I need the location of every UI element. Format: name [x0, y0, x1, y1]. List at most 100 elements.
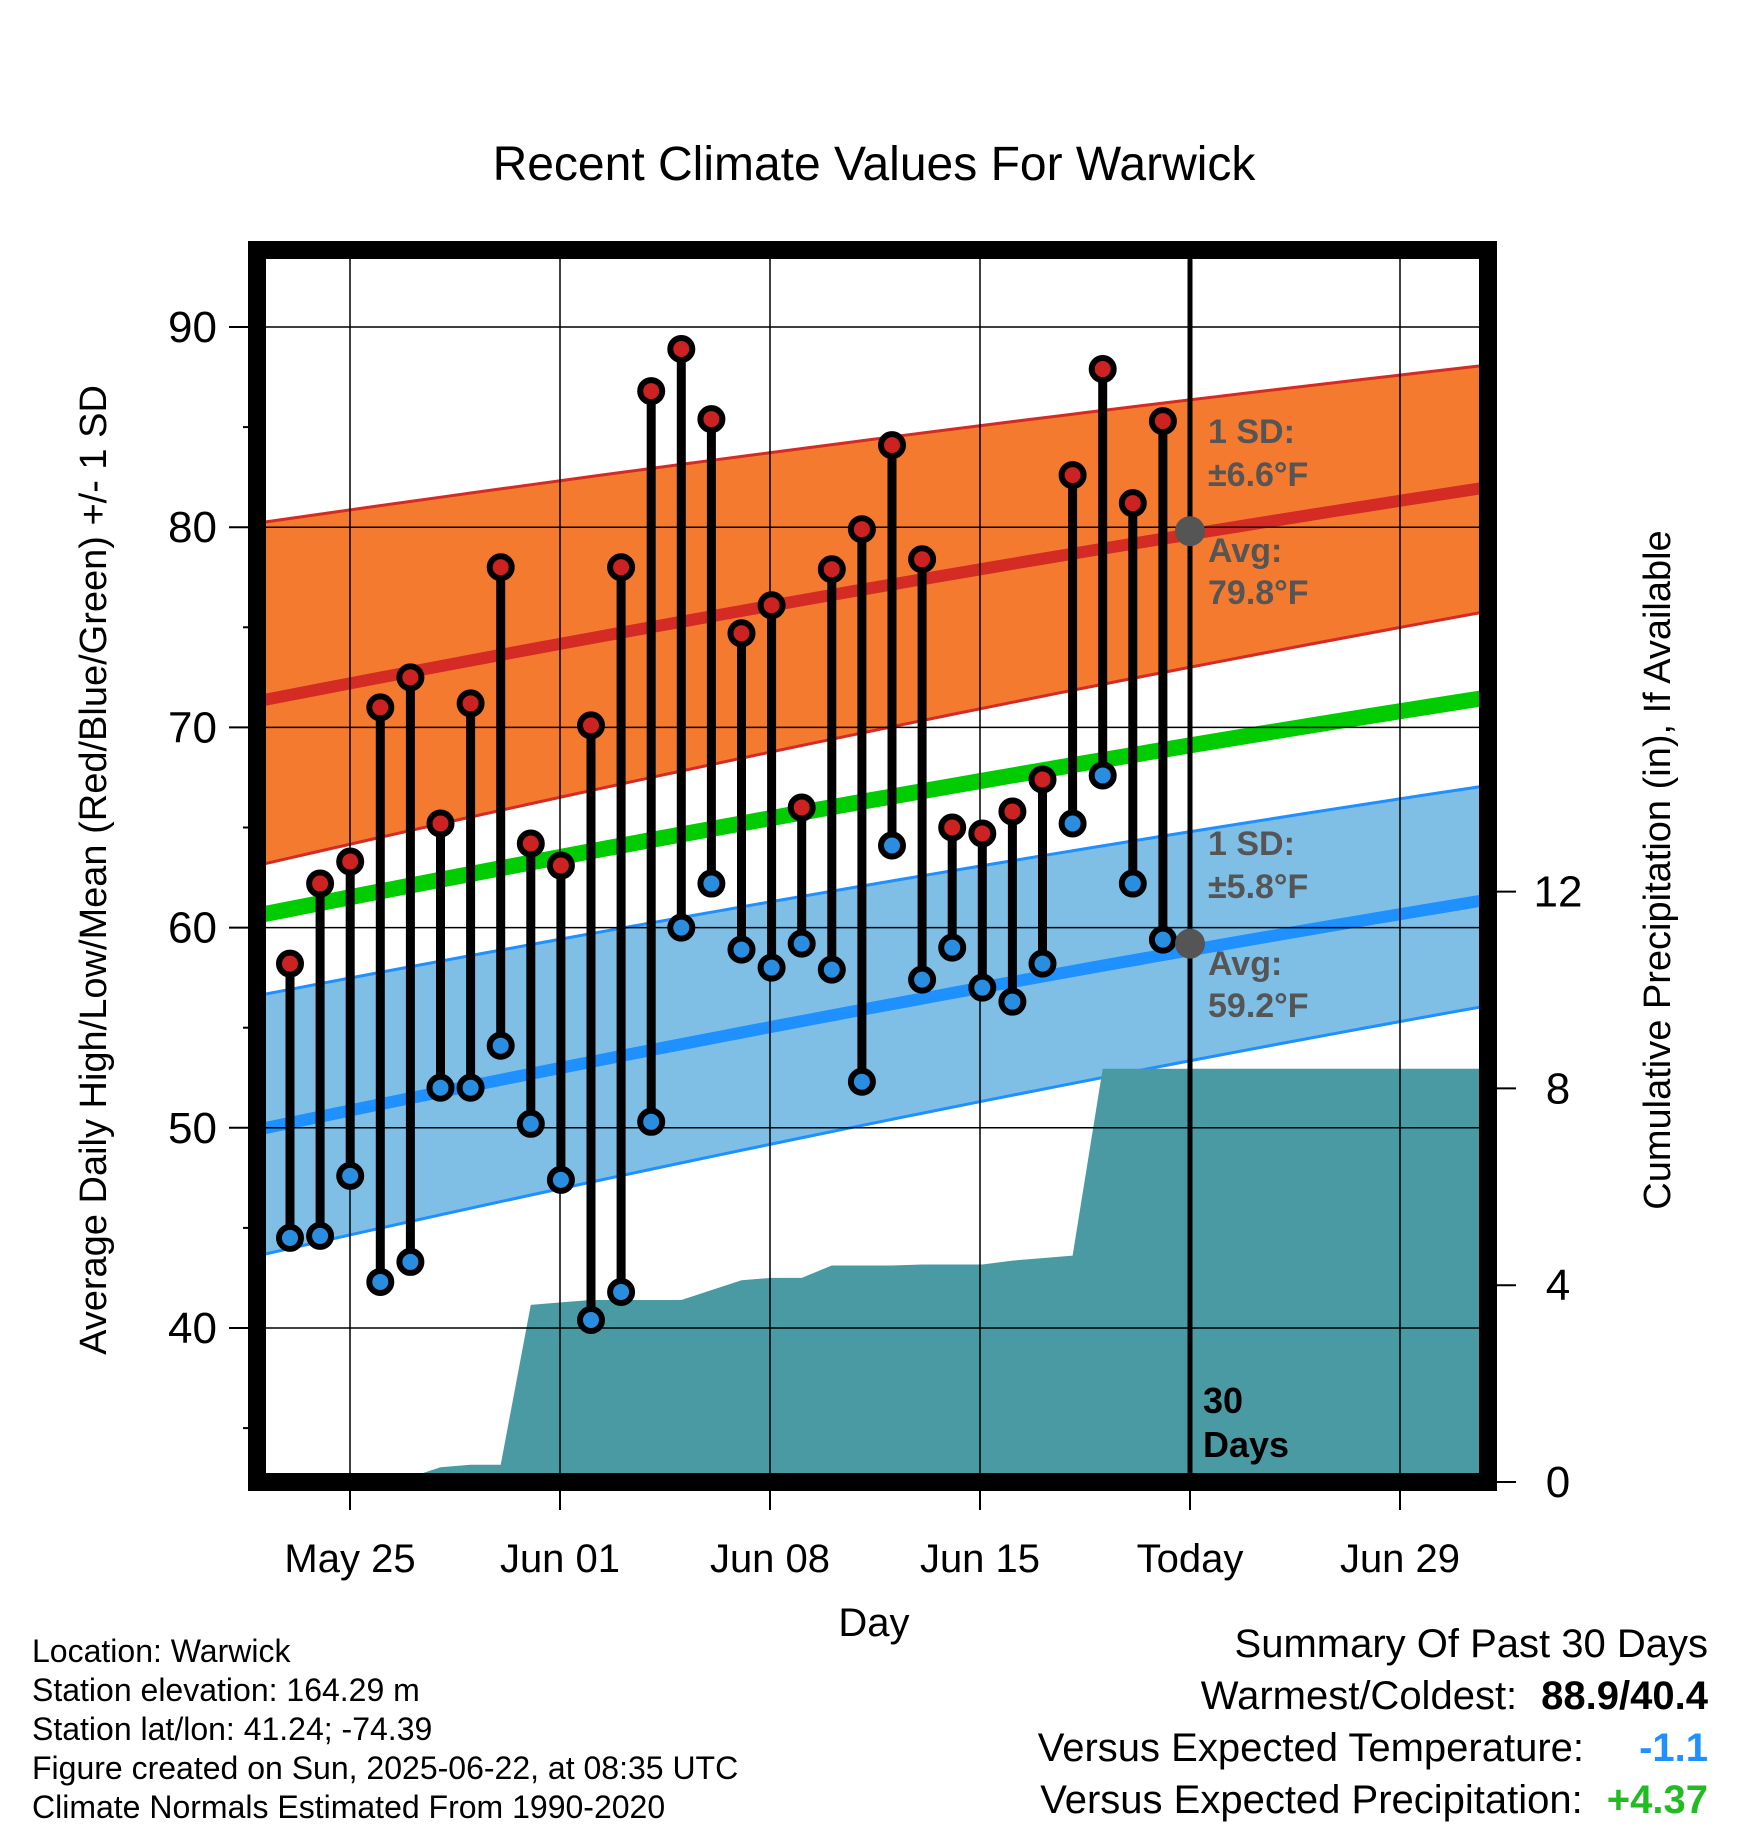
precip-label: Versus Expected Precipitation:	[1040, 1778, 1583, 1822]
summary-title: Summary Of Past 30 Days	[1235, 1622, 1708, 1667]
warmest-coldest-label: Warmest/Coldest:	[1200, 1674, 1518, 1718]
temp-label: Versus Expected Temperature:	[1037, 1726, 1584, 1770]
chart-title: Recent Climate Values For Warwick	[493, 138, 1257, 191]
high-point	[426, 809, 455, 838]
y2-axis-label: Cumulative Precipitation (in), If Availa…	[1637, 530, 1679, 1209]
high-point	[366, 693, 395, 722]
high-point	[817, 555, 846, 584]
days-label-text: Days	[1203, 1424, 1289, 1465]
y2-tick-label: 12	[1534, 868, 1583, 917]
low-point	[276, 1223, 304, 1252]
x-tick-label: Today	[1137, 1537, 1244, 1581]
low-sd-value: ±5.8°F	[1208, 868, 1308, 906]
x-tick-label: May 25	[284, 1537, 415, 1581]
high-point	[306, 869, 335, 898]
high-point	[667, 335, 696, 364]
y-tick-label: 60	[168, 904, 217, 953]
today-low-avg-marker	[1175, 928, 1205, 959]
x-tick-label: Jun 29	[1340, 1537, 1460, 1581]
high-point	[577, 711, 605, 740]
high-sd-band-bottom-edge	[257, 609, 1488, 867]
high-point	[697, 405, 726, 434]
low-point	[577, 1305, 605, 1334]
y-tick-label: 50	[168, 1104, 217, 1153]
low-point	[1028, 949, 1057, 978]
high-point	[336, 847, 365, 876]
low-sd-band-top-edge	[257, 783, 1488, 998]
low-point	[366, 1267, 395, 1296]
high-point	[546, 851, 575, 880]
low-point	[697, 869, 726, 898]
summary-title-text: Summary Of Past 30 Days	[1234, 1622, 1708, 1666]
footer-normals: Climate Normals Estimated From 1990-2020	[32, 1789, 666, 1825]
low-point	[787, 929, 816, 958]
low-point	[426, 1073, 455, 1102]
plot-area	[257, 250, 1488, 1482]
high-point	[968, 819, 997, 848]
today-high-avg-marker	[1175, 516, 1205, 547]
x-axis-label: Day	[838, 1601, 909, 1645]
high-sd-band-top-edge	[257, 363, 1488, 525]
low-point	[998, 987, 1027, 1016]
low-point	[486, 1031, 515, 1060]
x-tick-label: Jun 15	[920, 1537, 1040, 1581]
footer-location: Location: Warwick	[32, 1633, 291, 1669]
high-point	[396, 663, 425, 692]
y-tick-label: 90	[168, 303, 217, 352]
low-point	[396, 1247, 425, 1276]
low-point	[516, 1109, 545, 1138]
y2-tick-label: 0	[1546, 1458, 1570, 1507]
low-sd-label: 1 SD:	[1208, 825, 1295, 863]
y-axis-label: Average Daily High/Low/Mean (Red/Blue/Gr…	[73, 385, 115, 1355]
low-point	[878, 831, 906, 860]
high-point	[908, 545, 937, 574]
footer-latlon: Station lat/lon: 41.24; -74.39	[32, 1711, 433, 1747]
high-point	[787, 793, 816, 822]
high-point	[1118, 489, 1147, 518]
x-tick-label: Jun 01	[500, 1537, 620, 1581]
warmest-coldest-value: 88.9/40.4	[1541, 1674, 1708, 1718]
low-point	[1058, 809, 1087, 838]
y2-tick-label: 8	[1546, 1064, 1570, 1113]
low-point	[607, 1277, 636, 1306]
summary-temp: Versus Expected Temperature: -1.1	[1038, 1726, 1708, 1771]
low-point	[336, 1161, 365, 1190]
temp-value: -1.1	[1639, 1726, 1708, 1770]
days-label-number: 30	[1203, 1380, 1243, 1421]
high-sd-band	[257, 365, 1488, 866]
high-point	[276, 949, 304, 978]
high-sd-label: 1 SD:	[1208, 413, 1295, 451]
high-point	[878, 431, 906, 460]
low-point	[908, 965, 937, 994]
high-point	[1088, 355, 1117, 384]
high-point	[847, 515, 876, 544]
low-point	[667, 913, 696, 942]
high-avg-label: Avg:	[1208, 532, 1282, 570]
high-point	[456, 689, 485, 718]
high-point	[1028, 765, 1057, 794]
high-sd-value: ±6.6°F	[1208, 456, 1308, 494]
high-point	[607, 553, 636, 582]
high-point	[516, 829, 545, 858]
footer-created: Figure created on Sun, 2025-06-22, at 08…	[32, 1750, 739, 1786]
y-tick-label: 80	[168, 503, 217, 552]
y-tick-label: 70	[168, 703, 217, 752]
low-point	[847, 1067, 876, 1096]
high-avg-value: 79.8°F	[1208, 574, 1309, 612]
y-tick-label: 40	[168, 1304, 217, 1353]
summary-precip: Versus Expected Precipitation: +4.37	[1040, 1778, 1708, 1823]
low-point	[938, 933, 967, 962]
low-point	[1148, 925, 1177, 954]
high-point	[727, 619, 756, 648]
low-point	[456, 1073, 485, 1102]
footer-elevation: Station elevation: 164.29 m	[32, 1672, 420, 1708]
low-sd-band-bottom-edge	[257, 1004, 1488, 1258]
high-point	[1148, 407, 1177, 436]
high-point	[998, 797, 1027, 826]
plot-frame	[248, 241, 1497, 1491]
low-point	[1118, 869, 1147, 898]
low-point	[306, 1221, 335, 1250]
low-avg-value: 59.2°F	[1208, 987, 1309, 1025]
x-tick-label: Jun 08	[710, 1537, 830, 1581]
